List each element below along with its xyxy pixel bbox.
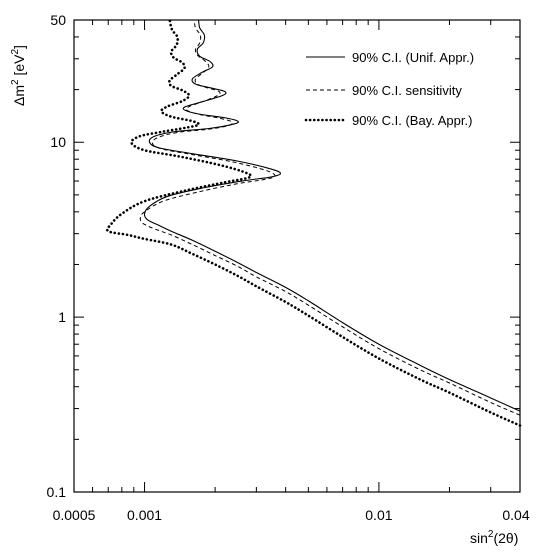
bay-appr-curve [105,18,522,427]
unif-appr-curve [143,19,521,412]
y-tick-label: 1 [58,309,66,325]
legend-label-unif: 90% C.I. (Unif. Appr.) [352,50,474,65]
y-tick-label: 50 [50,12,66,28]
axis-ticks [73,19,521,493]
curves [105,18,522,427]
x-tick-label: 0.0005 [53,507,96,523]
x-axis-title: sin2(2θ) [470,529,518,546]
plot-frame [73,19,521,493]
x-tick-label: 0.001 [127,507,162,523]
y-axis-title: Δm2 [eV2] [10,45,27,106]
x-tick-label: 0.01 [365,507,392,523]
legend-label-bay: 90% C.I. (Bay. Appr.) [352,113,472,128]
legend: 90% C.I. (Unif. Appr.) 90% C.I. sensitiv… [304,50,474,128]
axis-tick-labels: 0.0005 0.001 0.01 0.04 0.1 1 10 50 [47,12,530,523]
sensitivity-curve [139,19,521,416]
x-tick-label: 0.04 [502,507,529,523]
y-tick-label: 0.1 [47,484,67,500]
y-tick-label: 10 [50,134,66,150]
legend-label-sensitivity: 90% C.I. sensitivity [352,83,462,98]
